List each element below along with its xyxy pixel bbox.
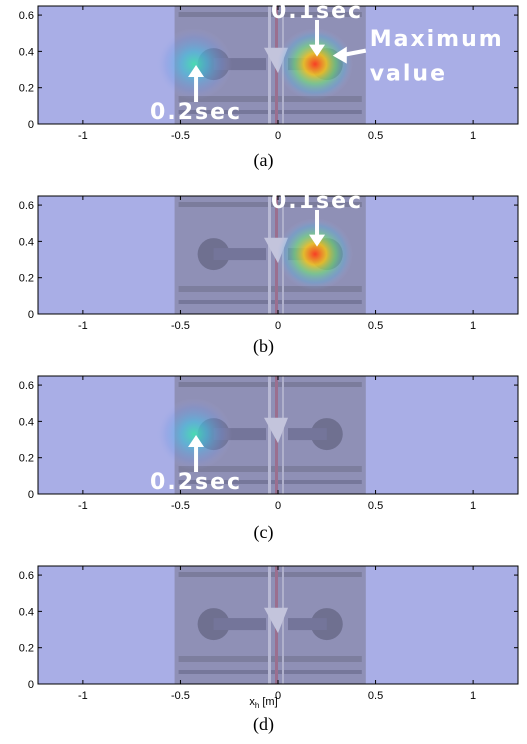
chart-panel-a: -1 -0.5 0 0.5 1 0 0.2 0.4 0.6 0.1sec Maximum value 0… — [0, 0, 527, 180]
annotation-arrowhead — [309, 44, 326, 57]
y-tick-label: 0.2 — [19, 83, 34, 95]
annotation-arrowhead — [309, 234, 326, 247]
x-tick-label: 0 — [275, 320, 281, 332]
heat-hotspot — [156, 28, 233, 101]
y-tick-label: 0.2 — [19, 273, 34, 285]
annotation-arrowhead — [188, 434, 205, 447]
x-tick-label: -1 — [78, 690, 88, 702]
annotation-label: 0.1sec — [271, 189, 363, 214]
y-tick-label: 0.4 — [19, 46, 34, 58]
annotation-label: 0.1sec — [271, 0, 363, 24]
x-tick-label: 0 — [275, 500, 281, 512]
x-tick-label: -0.5 — [171, 500, 190, 512]
x-tick-label: 0.5 — [368, 130, 383, 142]
y-tick-label: 0.6 — [19, 380, 34, 392]
y-tick-label: 0 — [28, 309, 34, 321]
y-tick-label: 0 — [28, 119, 34, 131]
annotation-label: 0.2sec — [150, 100, 242, 125]
annotation-label: 0.2sec — [150, 470, 242, 495]
background-photo — [174, 566, 366, 684]
chart-panel-d: -1 -0.5 0 0.5 1 0 0.2 0.4 0.6 xh [m] (d) — [0, 560, 527, 744]
chart-a-svg: -1 -0.5 0 0.5 1 0 0.2 0.4 0.6 0.1sec Maximum value 0… — [19, 0, 519, 142]
y-tick-label: 0.2 — [19, 453, 34, 465]
plot-area — [156, 6, 366, 124]
chart-b-svg: -1 -0.5 0 0.5 1 0 0.2 0.4 0.6 0.1sec — [19, 189, 519, 332]
x-tick-label: -0.5 — [171, 320, 190, 332]
plot-area — [174, 196, 366, 314]
heat-hotspot — [156, 398, 233, 471]
caption-d: (d) — [253, 714, 274, 734]
x-tick-label: 1 — [470, 500, 476, 512]
y-tick-label: 0.4 — [19, 236, 34, 248]
y-tick-label: 0.6 — [19, 10, 34, 22]
y-tick-label: 0.6 — [19, 200, 34, 212]
y-tick-label: 0 — [28, 489, 34, 501]
annotation-label: Maximum — [370, 27, 504, 52]
caption-c: (c) — [253, 522, 274, 542]
caption-a: (a) — [253, 150, 274, 170]
y-tick-label: 0.6 — [19, 570, 34, 582]
y-tick-label: 0.4 — [19, 416, 34, 428]
y-tick-label: 0.2 — [19, 643, 34, 655]
x-tick-label: 1 — [470, 130, 476, 142]
x-tick-label: -0.5 — [171, 690, 190, 702]
chart-panel-c: -1 -0.5 0 0.5 1 0 0.2 0.4 0.6 0.2sec (c) — [0, 370, 527, 550]
x-tick-label: -1 — [78, 320, 88, 332]
chart-c-svg: -1 -0.5 0 0.5 1 0 0.2 0.4 0.6 0.2sec — [19, 375, 519, 512]
x-tick-label: 1 — [470, 690, 476, 702]
x-tick-label: -1 — [78, 130, 88, 142]
x-tick-label: 0 — [275, 130, 281, 142]
chart-panel-b: -1 -0.5 0 0.5 1 0 0.2 0.4 0.6 0.1sec (b) — [0, 189, 527, 360]
heat-hotspot — [277, 218, 354, 291]
x-tick-label: -1 — [78, 500, 88, 512]
x-axis-label: xh [m] — [249, 696, 278, 711]
x-tick-label: 0 — [275, 690, 281, 702]
caption-b: (b) — [253, 336, 274, 356]
annotation-arrowhead — [188, 64, 205, 77]
annotation-arrowhead — [332, 46, 347, 64]
x-tick-label: 0.5 — [368, 320, 383, 332]
x-tick-label: 0.5 — [368, 500, 383, 512]
x-tick-label: 1 — [470, 320, 476, 332]
annotation-arrow — [344, 48, 367, 57]
heat-hotspot — [277, 28, 354, 101]
plot-area — [174, 566, 366, 684]
plot-area — [156, 376, 366, 494]
y-tick-label: 0 — [28, 679, 34, 691]
y-tick-label: 0.4 — [19, 606, 34, 618]
x-tick-label: -0.5 — [171, 130, 190, 142]
annotation-label: value — [370, 61, 447, 86]
chart-d-svg: -1 -0.5 0 0.5 1 0 0.2 0.4 0.6 — [19, 565, 519, 702]
x-tick-label: 0.5 — [368, 690, 383, 702]
